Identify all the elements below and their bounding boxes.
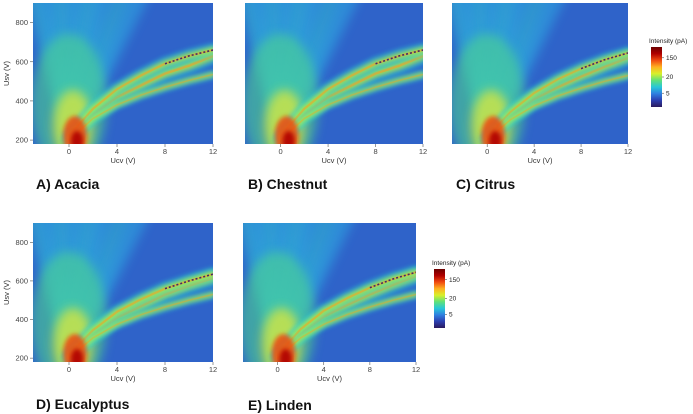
legend-title: Intensity (pA) [649, 38, 687, 45]
panel-1: 0 4 8 12 200 400 600 800 Ucv (V) Usv (V) A) Acacia [2, 3, 217, 192]
x-axis-label: Ucv (V) [111, 156, 137, 165]
heatmap-area [243, 223, 416, 362]
panel-2: 0 4 8 12 Ucv (V) B) Chestnut [245, 3, 427, 192]
ridge-lower [275, 292, 416, 361]
colorbar-legend: Intensity (pA) 150 20 5 [432, 260, 470, 328]
x-tick-label: 8 [163, 365, 167, 374]
x-tick-label: 0 [67, 365, 71, 374]
panel-5: 0 4 8 12 Ucv (V) E) Linden Intensity (pA) 150 20… [243, 223, 470, 413]
heatmap-area [33, 3, 213, 144]
x-tick-label: 4 [532, 147, 536, 156]
x-tick-label: 12 [624, 147, 632, 156]
x-axis-label: Ucv (V) [317, 374, 343, 383]
y-tick-label: 800 [15, 238, 28, 247]
ridge-lower-core [486, 74, 628, 141]
x-tick-label: 12 [209, 147, 217, 156]
x-tick-label: 12 [419, 147, 427, 156]
x-axis-label: Ucv (V) [111, 374, 137, 383]
x-axis-label: Ucv (V) [528, 156, 554, 165]
ridge-lower-core [68, 293, 213, 359]
y-tick-label: 200 [15, 354, 28, 363]
ridge-lower-core [279, 73, 423, 141]
panel-label: C) Citrus [456, 176, 515, 192]
ridge-max-streak [375, 49, 423, 65]
legend-tick-label: 150 [449, 277, 460, 284]
heatmap-area [452, 3, 628, 144]
legend-tick-label: 5 [449, 312, 453, 319]
x-tick-label: 12 [412, 365, 420, 374]
ridge-lower [278, 72, 423, 143]
peak-core [71, 349, 83, 362]
heatmap-area [33, 223, 213, 362]
ridge-lower-core [276, 293, 416, 359]
colorbar [434, 269, 445, 328]
ridge-lower [485, 73, 628, 143]
y-tick-label: 600 [15, 277, 28, 286]
legend-tick-label: 5 [666, 90, 670, 97]
panel-label: D) Eucalyptus [36, 396, 130, 412]
colorbar [651, 47, 662, 107]
legend-tick-label: 20 [449, 296, 457, 303]
peak-core [71, 131, 83, 144]
y-tick-label: 600 [15, 57, 28, 66]
heatmap-area [245, 3, 423, 144]
panel-3: 0 4 8 12 Ucv (V) C) Citrus Intensity (pA) 150 20… [452, 3, 687, 192]
x-tick-label: 8 [163, 147, 167, 156]
x-tick-label: 4 [115, 147, 119, 156]
x-tick-label: 0 [276, 365, 280, 374]
x-tick-label: 0 [279, 147, 283, 156]
ridge-max-streak [369, 271, 416, 289]
x-tick-label: 8 [368, 365, 372, 374]
ridge-lower [66, 292, 213, 361]
x-tick-label: 0 [485, 147, 489, 156]
legend-tick-label: 20 [666, 74, 674, 81]
panel-4: 0 4 8 12 200 400 600 800 Ucv (V) Usv (V) D) Eucaly… [2, 223, 217, 412]
y-axis-label: Usv (V) [2, 280, 11, 306]
y-tick-label: 400 [15, 315, 28, 324]
x-tick-label: 8 [579, 147, 583, 156]
x-tick-label: 4 [326, 147, 330, 156]
ridge-lower-core [68, 73, 213, 141]
x-tick-label: 4 [115, 365, 119, 374]
peak-core [282, 131, 295, 144]
y-tick-label: 200 [15, 136, 28, 145]
ridge-lower [66, 72, 213, 143]
y-axis-label: Usv (V) [2, 61, 11, 87]
peak-core [279, 349, 292, 362]
peak-core [489, 131, 502, 144]
ridge-max-streak [164, 49, 213, 65]
panel-label: A) Acacia [36, 176, 100, 192]
y-tick-label: 400 [15, 97, 28, 106]
x-tick-label: 4 [322, 365, 326, 374]
y-tick-label: 800 [15, 18, 28, 27]
ridge-max-streak [164, 273, 213, 290]
panel-label: E) Linden [248, 397, 312, 413]
x-tick-label: 0 [67, 147, 71, 156]
legend-tick-label: 150 [666, 55, 677, 62]
x-tick-label: 8 [373, 147, 377, 156]
ridge-max-streak [580, 52, 628, 70]
colorbar-legend: Intensity (pA) 150 20 5 [649, 38, 687, 107]
legend-title: Intensity (pA) [432, 260, 470, 267]
x-tick-label: 12 [209, 365, 217, 374]
x-axis-label: Ucv (V) [322, 156, 348, 165]
panel-label: B) Chestnut [248, 176, 328, 192]
